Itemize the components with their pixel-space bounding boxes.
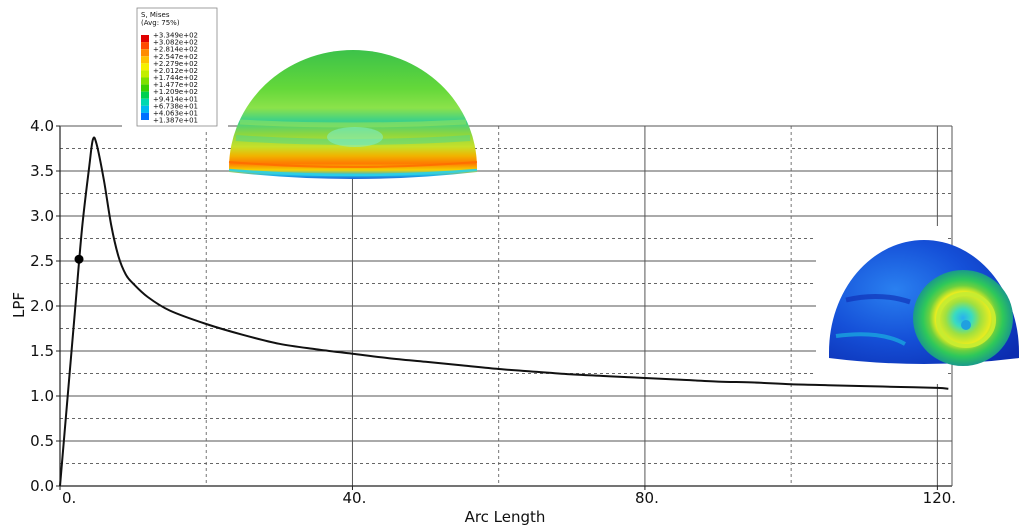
current-point-marker [74, 254, 84, 264]
legend-entry-label: +3.349e+02 [153, 32, 198, 40]
legend-entry-label: +3.082e+02 [153, 39, 198, 47]
y-tick-label: 0.5 [30, 432, 54, 450]
legend-swatch [141, 84, 149, 92]
legend-title: (Avg: 75%) [141, 19, 180, 27]
y-tick-label: 3.5 [30, 162, 54, 180]
y-tick-label: 2.0 [30, 297, 54, 315]
legend-swatch [141, 42, 149, 50]
x-tick-label: 80. [635, 489, 659, 507]
x-tick-label: 120. [923, 489, 956, 507]
x-tick-label: 40. [343, 489, 367, 507]
dome-contour-image-peak [122, 50, 478, 179]
legend-entry-label: +2.547e+02 [153, 53, 198, 61]
legend-swatch [141, 63, 149, 71]
legend-swatch [141, 105, 149, 113]
y-tick-label: 4.0 [30, 117, 54, 135]
legend-entry-label: +2.012e+02 [153, 67, 198, 75]
legend-entry-label: +1.477e+02 [153, 81, 198, 89]
grid [60, 126, 952, 486]
legend-entry-label: +2.814e+02 [153, 46, 198, 54]
x-tick-labels: 0. 40. 80. 120. [59, 486, 956, 507]
dome-contour-image-postbuckling [816, 226, 1019, 384]
legend-entry-label: +4.063e+01 [153, 109, 198, 117]
legend-entry-label: +9.414e+01 [153, 95, 198, 103]
lpf-series-line [59, 136, 949, 487]
y-tick-label: 0.0 [30, 477, 54, 495]
legend-swatch [141, 56, 149, 64]
legend-box [136, 7, 218, 127]
x-tick-label: 0. [62, 489, 76, 507]
y-tick-label: 1.0 [30, 387, 54, 405]
legend-swatch [141, 70, 149, 78]
y-tick-label: 3.0 [30, 207, 54, 225]
y-tick-labels: 0.0 0.5 1.0 1.5 2.0 2.5 3.0 3.5 4.0 [30, 117, 60, 495]
y-axis-label: LPF [10, 292, 28, 318]
legend-entry-label: +1.744e+02 [153, 74, 198, 82]
legend-entry-label: +2.279e+02 [153, 60, 198, 68]
contour-legend: S, Mises(Avg: 75%)+3.349e+02+3.082e+02+2… [136, 7, 218, 127]
y-tick-label: 1.5 [30, 342, 54, 360]
legend-swatch [141, 77, 149, 85]
legend-swatch [141, 112, 149, 120]
legend-swatch [141, 98, 149, 106]
legend-entry-label: +6.738e+01 [153, 102, 198, 110]
legend-swatch [141, 91, 149, 99]
x-axis-label: Arc Length [465, 508, 546, 526]
y-tick-label: 2.5 [30, 252, 54, 270]
legend-swatch [141, 49, 149, 57]
legend-entry-label: +1.387e+01 [153, 117, 198, 125]
series-layer [59, 136, 949, 487]
legend-title: S, Mises [141, 11, 170, 19]
legend-swatch [141, 35, 149, 43]
legend-entry-label: +1.209e+02 [153, 88, 198, 96]
